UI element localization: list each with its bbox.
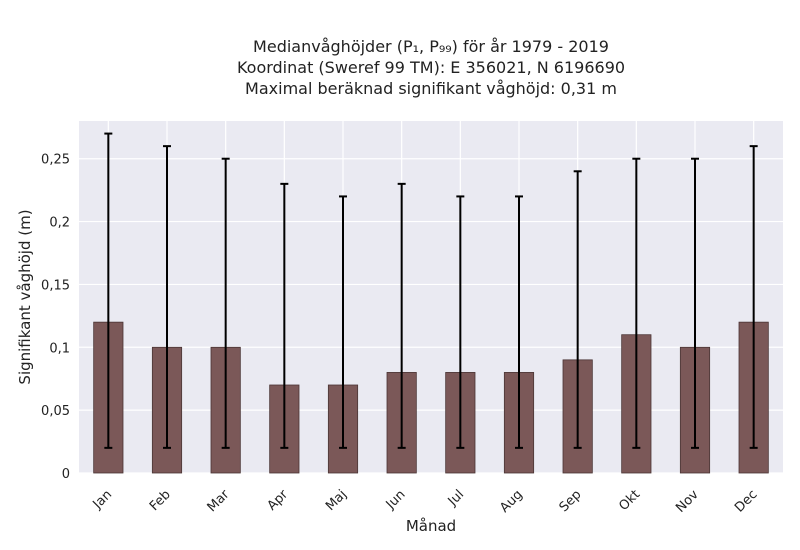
title-line: Koordinat (Sweref 99 TM): E 356021, N 61… xyxy=(237,58,625,77)
x-tick-label: Nov xyxy=(673,487,702,516)
y-axis-label: Signifikant våghöjd (m) xyxy=(16,209,34,384)
y-tick-label: 0,15 xyxy=(41,278,70,293)
x-tick-label: Aug xyxy=(497,487,526,516)
x-tick-label: Okt xyxy=(616,487,643,514)
x-tick-label: Jun xyxy=(383,487,409,513)
error-bar-jun xyxy=(397,182,406,449)
x-axis-label: Månad xyxy=(406,517,456,535)
y-axis-ticks: 0 0,05 0,1 0,15 0,2 0,25 xyxy=(41,153,70,482)
error-bar-jul xyxy=(456,195,465,449)
error-bar-feb xyxy=(163,145,171,449)
title-line: Maximal beräknad signifikant våghöjd: 0,… xyxy=(245,79,617,98)
x-tick-label: Jan xyxy=(90,487,115,512)
x-axis-ticks: Jan Feb Mar Apr Maj Jun Jul Aug Sep Okt Nov Dec xyxy=(90,487,761,516)
y-tick-label: 0,25 xyxy=(41,153,70,168)
y-tick-label: 0 xyxy=(62,467,70,482)
error-bar-aug xyxy=(515,195,523,449)
y-tick-label: 0,2 xyxy=(49,216,70,231)
error-bar-okt xyxy=(632,157,641,449)
error-bar-mar xyxy=(221,157,230,449)
x-tick-label: Apr xyxy=(265,487,292,514)
y-tick-label: 0,05 xyxy=(41,404,70,419)
title-line: Medianvåghöjder (P₁, P₉₉) för år 1979 - … xyxy=(253,37,609,56)
error-bar-maj xyxy=(339,195,347,449)
error-bar-nov xyxy=(691,157,699,449)
x-tick-label: Sep xyxy=(557,487,585,515)
x-tick-label: Dec xyxy=(732,487,760,515)
error-bar-dec xyxy=(749,145,758,449)
error-bar-jan xyxy=(104,132,113,449)
x-tick-label: Feb xyxy=(147,487,174,514)
error-bars xyxy=(104,132,758,449)
x-tick-label: Jul xyxy=(445,487,467,509)
chart-title: Medianvåghöjder (P₁, P₉₉) för år 1979 - … xyxy=(237,37,625,98)
error-bar-sep xyxy=(573,170,582,449)
x-tick-label: Maj xyxy=(323,487,350,514)
error-bar-apr xyxy=(280,182,289,449)
y-tick-label: 0,1 xyxy=(49,341,70,356)
plot-area xyxy=(79,121,783,473)
x-tick-label: Mar xyxy=(205,487,233,515)
